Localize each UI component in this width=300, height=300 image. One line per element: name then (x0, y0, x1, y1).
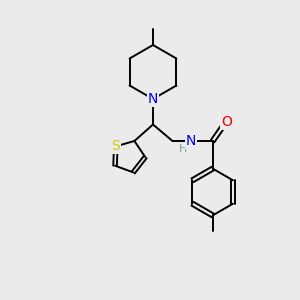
Text: S: S (111, 139, 120, 153)
Text: N: N (186, 134, 196, 148)
Text: N: N (148, 92, 158, 106)
Text: H: H (178, 143, 187, 154)
Text: O: O (221, 115, 232, 128)
